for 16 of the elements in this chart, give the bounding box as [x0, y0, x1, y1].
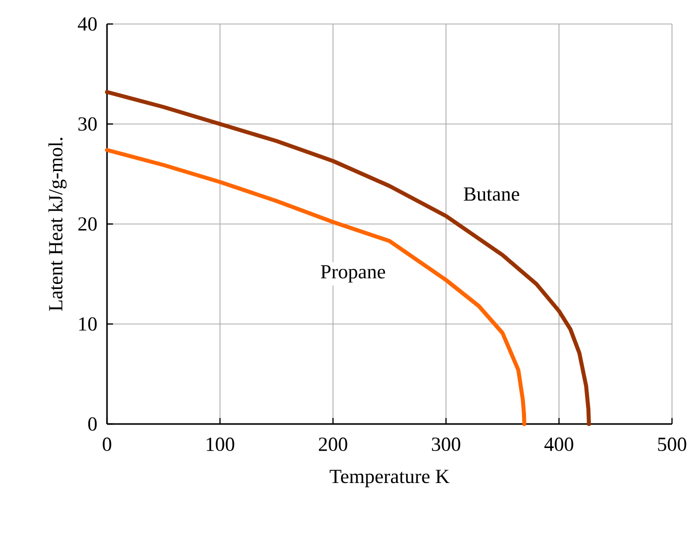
- x-tick-label: 0: [102, 438, 112, 452]
- y-tick-label: 20: [78, 217, 97, 231]
- line-series: [104, 148, 526, 426]
- series-label: Butane: [464, 188, 520, 201]
- x-axis-title: Temperature K: [330, 470, 450, 488]
- x-tick-label: 100: [206, 438, 234, 452]
- x-tick-label: 200: [318, 438, 348, 452]
- x-tick-label: 300: [432, 438, 460, 452]
- y-tick-label: 10: [79, 317, 97, 331]
- y-axis-title: Latent Heat kJ/g-mol.: [48, 138, 67, 311]
- y-tick-label: 30: [78, 117, 97, 131]
- y-tick-label: 40: [78, 17, 97, 31]
- x-tick-label: 400: [544, 438, 574, 452]
- x-tick-label: 500: [658, 438, 686, 452]
- y-tick-label: 0: [88, 417, 97, 431]
- series-label: Propane: [320, 265, 386, 283]
